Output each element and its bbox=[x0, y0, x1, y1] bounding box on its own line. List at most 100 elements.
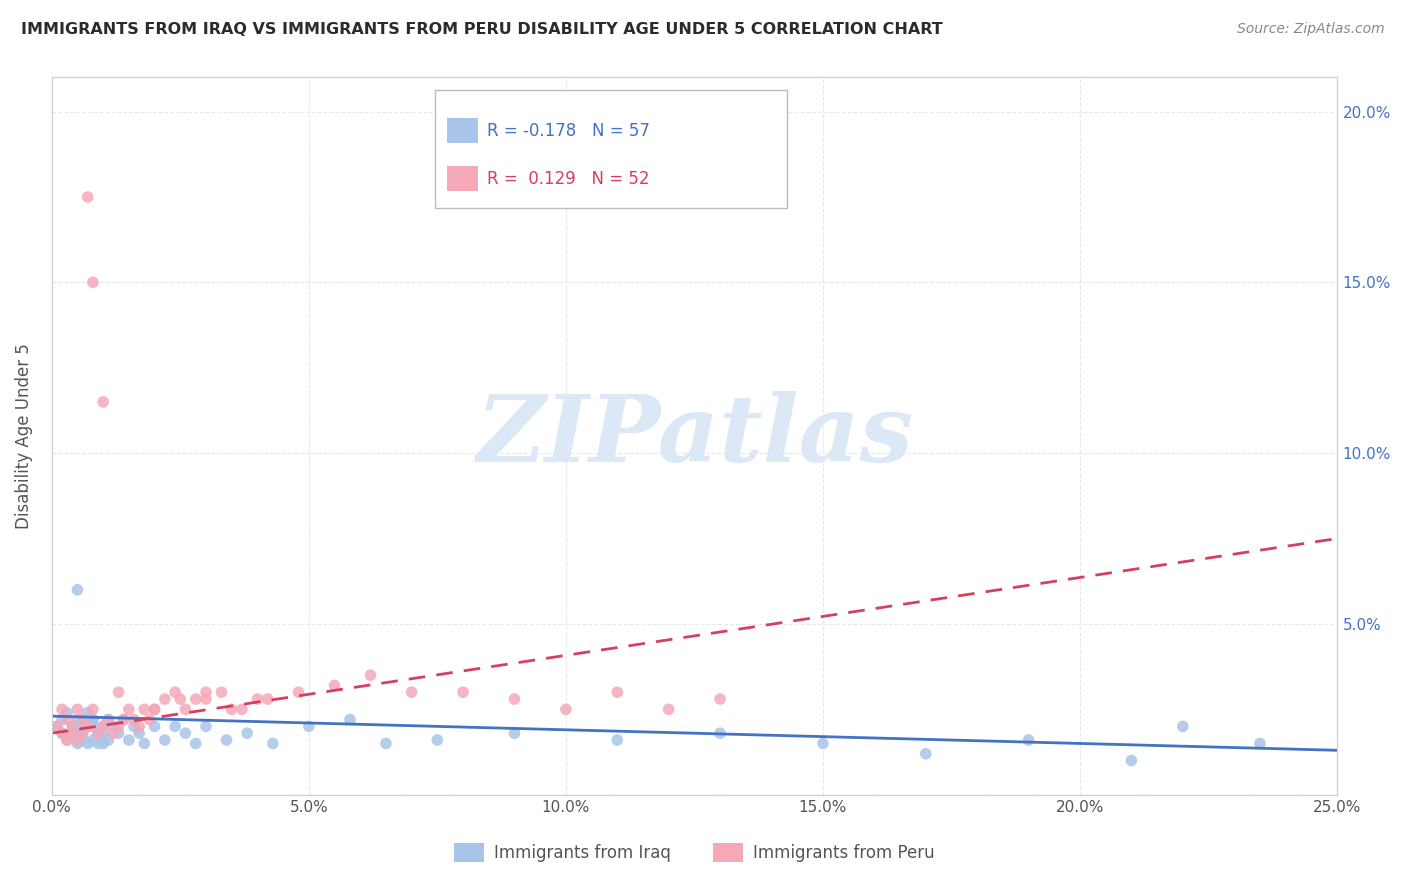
Point bbox=[184, 692, 207, 706]
Point bbox=[45, 719, 67, 733]
Point bbox=[107, 685, 129, 699]
Point bbox=[72, 713, 94, 727]
Point bbox=[91, 395, 114, 409]
Point bbox=[60, 719, 83, 733]
Point bbox=[184, 736, 207, 750]
Point bbox=[66, 713, 89, 727]
Legend: Immigrants from Iraq, Immigrants from Peru: Immigrants from Iraq, Immigrants from Pe… bbox=[447, 837, 941, 869]
Point bbox=[97, 713, 120, 727]
Point bbox=[811, 736, 834, 750]
Point bbox=[72, 733, 94, 747]
Point bbox=[82, 733, 104, 747]
Point bbox=[82, 713, 104, 727]
Point bbox=[118, 733, 141, 747]
Point bbox=[76, 719, 98, 733]
Point bbox=[112, 713, 135, 727]
Point bbox=[107, 719, 129, 733]
Point bbox=[134, 702, 156, 716]
Point bbox=[195, 685, 218, 699]
Point bbox=[138, 713, 160, 727]
Point bbox=[914, 747, 936, 761]
Point bbox=[709, 726, 731, 740]
Point bbox=[236, 726, 259, 740]
Point bbox=[143, 702, 166, 716]
Point bbox=[56, 713, 79, 727]
Point bbox=[174, 726, 197, 740]
Point bbox=[72, 726, 94, 740]
Point bbox=[122, 719, 145, 733]
Point bbox=[209, 685, 232, 699]
Point bbox=[76, 190, 98, 204]
Text: IMMIGRANTS FROM IRAQ VS IMMIGRANTS FROM PERU DISABILITY AGE UNDER 5 CORRELATION : IMMIGRANTS FROM IRAQ VS IMMIGRANTS FROM … bbox=[21, 22, 943, 37]
Point bbox=[153, 692, 176, 706]
Point bbox=[107, 726, 129, 740]
Point bbox=[360, 668, 382, 682]
Point bbox=[60, 726, 83, 740]
Point bbox=[195, 719, 218, 733]
Point bbox=[128, 726, 150, 740]
Point bbox=[103, 726, 125, 740]
Point bbox=[82, 719, 104, 733]
Point bbox=[118, 702, 141, 716]
Point bbox=[1171, 719, 1194, 733]
Point bbox=[1249, 736, 1271, 750]
Y-axis label: Disability Age Under 5: Disability Age Under 5 bbox=[15, 343, 32, 529]
Point bbox=[97, 733, 120, 747]
Point bbox=[169, 692, 191, 706]
Point bbox=[51, 702, 73, 716]
Point bbox=[76, 719, 98, 733]
Point bbox=[554, 702, 576, 716]
Point bbox=[128, 719, 150, 733]
Point bbox=[56, 706, 79, 720]
Point bbox=[82, 702, 104, 716]
Point bbox=[51, 713, 73, 727]
Point bbox=[606, 733, 628, 747]
Point bbox=[658, 702, 681, 716]
Point bbox=[82, 276, 104, 290]
Point bbox=[143, 719, 166, 733]
Point bbox=[153, 733, 176, 747]
Point bbox=[66, 719, 89, 733]
Point bbox=[103, 719, 125, 733]
Point bbox=[76, 706, 98, 720]
Point bbox=[87, 726, 110, 740]
Point bbox=[45, 719, 67, 733]
Point bbox=[165, 719, 187, 733]
Point bbox=[60, 726, 83, 740]
Point bbox=[66, 733, 89, 747]
Point bbox=[215, 733, 238, 747]
Text: R =  0.129   N = 52: R = 0.129 N = 52 bbox=[486, 170, 650, 188]
Point bbox=[606, 685, 628, 699]
Point bbox=[76, 736, 98, 750]
Point bbox=[503, 692, 526, 706]
Point bbox=[195, 692, 218, 706]
Point bbox=[72, 713, 94, 727]
Point bbox=[401, 685, 423, 699]
Point bbox=[323, 678, 346, 692]
Point bbox=[231, 702, 253, 716]
Point bbox=[51, 726, 73, 740]
Point bbox=[56, 733, 79, 747]
Point bbox=[426, 733, 449, 747]
Point bbox=[246, 692, 269, 706]
Point bbox=[134, 736, 156, 750]
Point bbox=[87, 726, 110, 740]
Point bbox=[60, 719, 83, 733]
Point bbox=[1121, 754, 1143, 768]
Point bbox=[262, 736, 284, 750]
Text: ZIPatlas: ZIPatlas bbox=[475, 391, 912, 481]
Point bbox=[97, 713, 120, 727]
Point bbox=[709, 692, 731, 706]
Point bbox=[374, 736, 396, 750]
Point bbox=[451, 685, 474, 699]
Point bbox=[91, 719, 114, 733]
Point bbox=[56, 733, 79, 747]
Text: R = -0.178   N = 57: R = -0.178 N = 57 bbox=[486, 122, 650, 140]
Point bbox=[1018, 733, 1040, 747]
Point bbox=[87, 736, 110, 750]
Text: Source: ZipAtlas.com: Source: ZipAtlas.com bbox=[1237, 22, 1385, 37]
Point bbox=[503, 726, 526, 740]
Point bbox=[91, 726, 114, 740]
Point bbox=[112, 713, 135, 727]
Point bbox=[66, 702, 89, 716]
